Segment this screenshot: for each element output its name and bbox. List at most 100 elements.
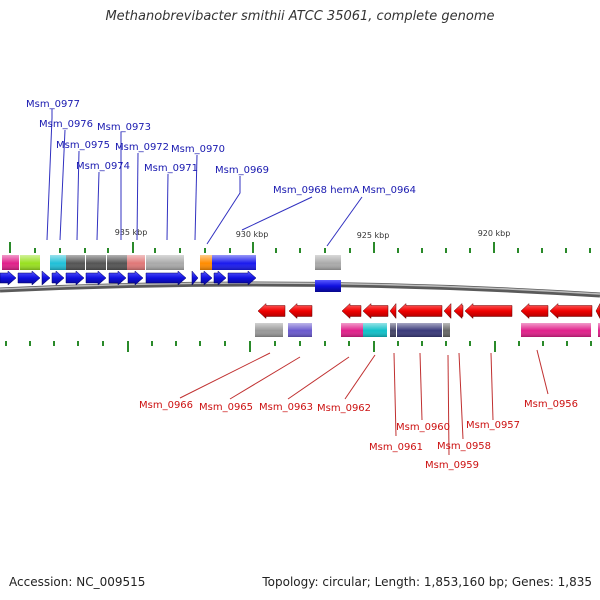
reverse-label-leaders bbox=[179, 349, 549, 456]
forward-gene-label: Msm_0969 bbox=[215, 165, 269, 176]
reverse-gene-arrow bbox=[595, 303, 600, 319]
cog-box-shine bbox=[341, 323, 363, 337]
reverse-gene-arrow bbox=[257, 302, 286, 320]
forward-gene-arrow bbox=[315, 280, 341, 292]
forward-gene-arrow bbox=[41, 270, 51, 286]
reverse-cog-boxes bbox=[255, 323, 600, 337]
reverse-gene-labels: Msm_0966 Msm_0965 Msm_0963 Msm_0962 Msm_0961… bbox=[139, 399, 578, 471]
cog-box-shine bbox=[86, 255, 106, 270]
label-leader-line bbox=[179, 352, 271, 399]
forward-gene-label: Msm_0970 bbox=[171, 144, 225, 155]
label-leader-line bbox=[96, 171, 100, 241]
reverse-gene-arrow bbox=[520, 302, 549, 320]
label-leader-line bbox=[166, 173, 169, 241]
cog-box-shine bbox=[2, 255, 19, 270]
forward-gene-label: Msm_0968 hemA bbox=[273, 185, 359, 196]
forward-gene-label: Msm_0971 bbox=[144, 163, 198, 174]
reverse-gene-label: Msm_0962 bbox=[317, 403, 371, 414]
reverse-ticks bbox=[5, 341, 592, 352]
label-leader-line bbox=[490, 352, 494, 421]
genome-backbone-highlight bbox=[0, 282, 600, 295]
label-leader-line bbox=[136, 152, 139, 241]
cog-box-shine bbox=[397, 323, 442, 337]
label-leader-line bbox=[229, 356, 301, 400]
label-leader-line bbox=[46, 109, 53, 241]
forward-label-leaders bbox=[46, 109, 363, 247]
label-leader-line bbox=[59, 129, 66, 241]
forward-gene-arrow bbox=[0, 270, 17, 286]
cog-box-shine bbox=[50, 255, 66, 270]
label-leader-line bbox=[194, 154, 198, 241]
cog-box-shine bbox=[549, 323, 591, 337]
forward-gene-arrow bbox=[145, 270, 187, 286]
label-leader-line bbox=[458, 352, 464, 440]
forward-gene-arrow bbox=[17, 270, 41, 286]
cog-box-shine bbox=[443, 323, 450, 337]
reverse-gene-arrow bbox=[341, 302, 362, 320]
reverse-gene-arrow bbox=[397, 302, 443, 320]
label-leader-line bbox=[76, 150, 80, 241]
cog-box-shine bbox=[146, 255, 184, 270]
label-leader-line bbox=[326, 196, 363, 247]
cog-box-shine bbox=[200, 255, 212, 270]
reverse-gene-label: Msm_0960 bbox=[396, 422, 450, 433]
label-leader-line bbox=[419, 352, 423, 421]
reverse-gene-label: Msm_0966 bbox=[139, 400, 193, 411]
forward-gene-arrow bbox=[227, 270, 257, 286]
forward-gene-label: Msm_0974 bbox=[76, 161, 130, 172]
label-leader-line bbox=[536, 349, 549, 395]
genome-backbone bbox=[0, 281, 600, 298]
forward-gene-arrow bbox=[51, 270, 65, 286]
forward-gene-arrow bbox=[213, 270, 227, 286]
forward-gene-label: Msm_0977 bbox=[26, 99, 80, 110]
forward-gene-arrow bbox=[191, 270, 199, 286]
reverse-gene-label: Msm_0956 bbox=[524, 399, 578, 410]
cog-box-shine bbox=[66, 255, 85, 270]
cog-box-shine bbox=[598, 323, 600, 337]
forward-gene-arrow bbox=[200, 270, 213, 286]
reverse-gene-label: Msm_0965 bbox=[199, 402, 253, 413]
reverse-gene-label: Msm_0961 bbox=[369, 442, 423, 453]
forward-gene-label: Msm_0973 bbox=[97, 122, 151, 133]
cog-box-shine bbox=[521, 323, 549, 337]
reverse-gene-arrow bbox=[443, 302, 452, 320]
forward-gene-label: Msm_0964 bbox=[362, 185, 416, 196]
cog-box-shine bbox=[107, 255, 127, 270]
label-leader-line bbox=[241, 196, 313, 231]
label-leader-line bbox=[447, 354, 450, 456]
reverse-genes bbox=[257, 302, 600, 320]
forward-gene-arrow bbox=[127, 270, 144, 286]
forward-ticks bbox=[9, 242, 591, 253]
cog-box-shine bbox=[315, 255, 341, 270]
cog-box-shine bbox=[255, 323, 283, 337]
map-title: Methanobrevibacter smithii ATCC 35061, c… bbox=[105, 9, 495, 24]
scale-label: 930 kbp bbox=[236, 230, 269, 239]
scale-label: 925 kbp bbox=[357, 231, 390, 240]
scale-labels: 935 kbp 930 kbp 925 kbp 920 kbp bbox=[115, 228, 511, 240]
forward-gene-label: Msm_0972 bbox=[115, 142, 169, 153]
cog-box-shine bbox=[288, 323, 312, 337]
scale-label: 920 kbp bbox=[478, 229, 511, 238]
label-leader-line bbox=[344, 354, 376, 400]
reverse-gene-arrow bbox=[453, 302, 464, 320]
reverse-gene-arrow bbox=[389, 302, 397, 320]
cog-box-shine bbox=[212, 255, 256, 270]
reverse-gene-label: Msm_0957 bbox=[466, 420, 520, 431]
forward-gene-arrow bbox=[85, 270, 107, 286]
label-leader-line bbox=[393, 352, 397, 437]
label-leader-line bbox=[206, 176, 241, 245]
cog-box-shine bbox=[363, 323, 387, 337]
forward-cog-boxes bbox=[2, 255, 341, 270]
cog-box-shine bbox=[20, 255, 40, 270]
forward-gene-arrow bbox=[108, 270, 127, 286]
topology-text: Topology: circular; Length: 1,853,160 bp… bbox=[262, 575, 592, 589]
forward-genes bbox=[0, 270, 341, 292]
reverse-gene-label: Msm_0958 bbox=[437, 441, 491, 452]
reverse-gene-label: Msm_0959 bbox=[425, 460, 479, 471]
forward-gene-arrow bbox=[65, 270, 85, 286]
cog-box-shine bbox=[390, 323, 396, 337]
cog-box-shine bbox=[127, 255, 145, 270]
label-leader-line bbox=[287, 356, 350, 400]
reverse-gene-arrow bbox=[549, 302, 593, 320]
